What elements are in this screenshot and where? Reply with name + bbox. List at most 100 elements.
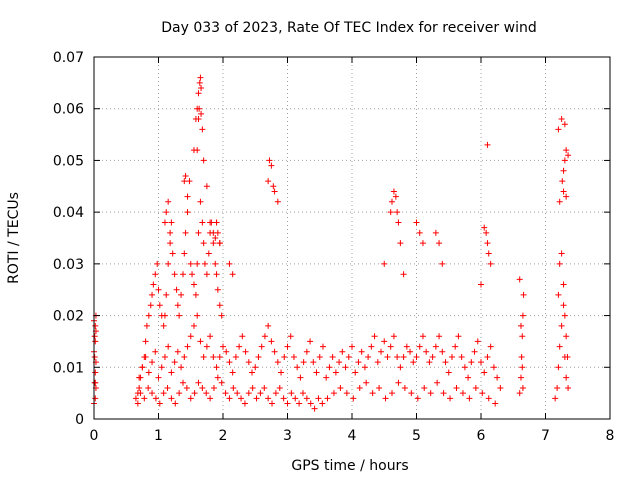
- data-point: [319, 400, 326, 407]
- data-point: [245, 359, 252, 366]
- data-point: [361, 364, 368, 371]
- data-point: [210, 384, 217, 391]
- x-tick-label: 2: [219, 428, 228, 444]
- data-point: [560, 188, 567, 195]
- data-point: [145, 384, 152, 391]
- data-point: [163, 209, 170, 216]
- data-point: [519, 384, 526, 391]
- data-point: [216, 240, 223, 247]
- data-point: [199, 384, 206, 391]
- data-point: [280, 395, 287, 402]
- data-point: [200, 157, 207, 164]
- data-point: [563, 374, 570, 381]
- data-point: [210, 240, 217, 247]
- x-tick-label: 4: [348, 428, 357, 444]
- data-point: [465, 374, 472, 381]
- data-point: [268, 338, 275, 345]
- data-point: [242, 348, 249, 355]
- data-point: [388, 390, 395, 397]
- data-point: [199, 219, 206, 226]
- data-point: [161, 219, 168, 226]
- data-point: [484, 353, 491, 360]
- data-point: [421, 384, 428, 391]
- data-point: [229, 369, 236, 376]
- data-point: [555, 126, 562, 133]
- data-point: [261, 384, 268, 391]
- y-tick-label: 0: [75, 412, 84, 428]
- data-point: [395, 379, 402, 386]
- data-point: [174, 302, 181, 309]
- data-point: [249, 384, 256, 391]
- data-point: [484, 141, 491, 148]
- data-point: [171, 359, 178, 366]
- data-point: [356, 384, 363, 391]
- data-point: [187, 333, 194, 340]
- data-point: [190, 281, 197, 288]
- data-point: [165, 198, 172, 205]
- data-point: [426, 359, 433, 366]
- data-point: [563, 193, 570, 200]
- data-point: [303, 348, 310, 355]
- data-point: [497, 384, 504, 391]
- data-point: [339, 348, 346, 355]
- data-point: [168, 369, 175, 376]
- data-point: [199, 126, 206, 133]
- data-point: [180, 271, 187, 278]
- data-point: [319, 343, 326, 350]
- data-point: [187, 395, 194, 402]
- data-point: [358, 348, 365, 355]
- data-point: [216, 302, 223, 309]
- data-point: [278, 369, 285, 376]
- data-point: [216, 353, 223, 360]
- data-point: [329, 353, 336, 360]
- data-point: [213, 219, 220, 226]
- data-point: [448, 353, 455, 360]
- data-point: [478, 359, 484, 366]
- y-tick-label: 0.07: [53, 50, 84, 66]
- data-point: [143, 322, 150, 329]
- data-point: [194, 260, 201, 267]
- data-point: [400, 271, 407, 278]
- data-point: [152, 395, 159, 402]
- data-point: [183, 384, 190, 391]
- data-point: [92, 369, 99, 376]
- data-point: [303, 395, 310, 402]
- data-point: [474, 338, 481, 345]
- data-point: [376, 384, 383, 391]
- data-point: [145, 369, 152, 376]
- data-point: [169, 250, 176, 257]
- data-point: [161, 312, 168, 319]
- data-point: [369, 390, 376, 397]
- data-point: [471, 348, 478, 355]
- data-point: [274, 359, 281, 366]
- data-point: [323, 374, 330, 381]
- data-point: [265, 322, 272, 329]
- data-point: [272, 390, 279, 397]
- data-point: [150, 281, 157, 288]
- data-point: [232, 353, 239, 360]
- y-tick-label: 0.01: [53, 360, 84, 376]
- data-point: [187, 260, 194, 267]
- data-point: [387, 209, 394, 216]
- x-tick-label: 6: [477, 428, 486, 444]
- data-point: [381, 338, 388, 345]
- data-point: [458, 353, 465, 360]
- data-point: [517, 322, 524, 329]
- data-point: [276, 384, 283, 391]
- data-point: [155, 286, 162, 293]
- data-point: [270, 183, 277, 190]
- data-point: [189, 271, 196, 278]
- data-point: [167, 229, 174, 236]
- data-points: [91, 74, 572, 412]
- data-point: [371, 333, 378, 340]
- data-point: [560, 302, 567, 309]
- data-point: [563, 333, 570, 340]
- data-point: [485, 250, 492, 257]
- data-point: [214, 286, 221, 293]
- data-point: [565, 384, 572, 391]
- data-point: [332, 369, 339, 376]
- data-point: [234, 390, 241, 397]
- data-point: [352, 369, 359, 376]
- data-point: [555, 291, 562, 298]
- data-point: [519, 364, 526, 371]
